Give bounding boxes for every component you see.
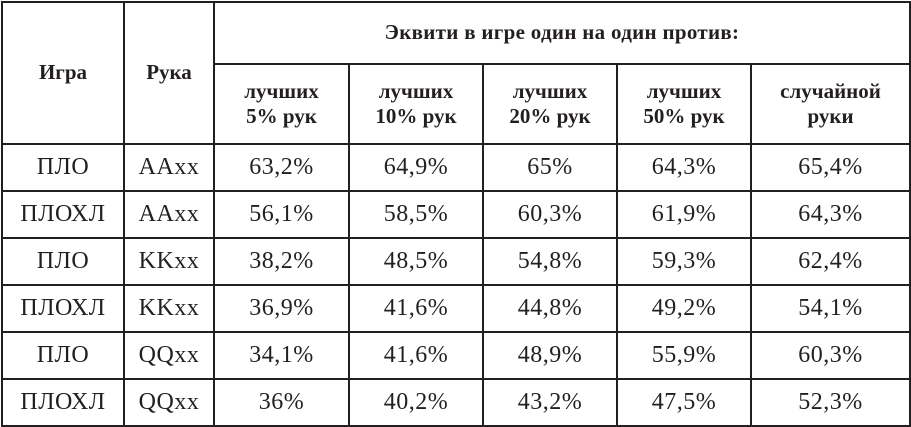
table-row: ПЛО AAxx 63,2% 64,9% 65% 64,3% 65,4%	[1, 143, 911, 192]
cell-equity-top20: 54,8%	[482, 237, 618, 286]
cell-equity-top20: 60,3%	[482, 190, 618, 239]
header-col-random: случайной руки	[749, 63, 911, 145]
cell-equity-top5: 36%	[213, 378, 350, 427]
header-game: Игра	[1, 1, 125, 145]
header-col-top20-line2: 20% рук	[509, 104, 591, 128]
cell-equity-random: 62,4%	[749, 237, 911, 286]
cell-equity-top50: 47,5%	[616, 378, 752, 427]
cell-equity-top10: 40,2%	[348, 378, 484, 427]
cell-equity-top50: 61,9%	[616, 190, 752, 239]
header-col-top10: лучших 10% рук	[348, 63, 484, 145]
cell-game: ПЛОХЛ	[1, 190, 125, 239]
header-row-2: лучших 5% рук лучших 10% рук лучших 20% рук…	[2, 63, 911, 145]
cell-equity-top5: 36,9%	[213, 284, 350, 333]
cell-equity-top5: 38,2%	[213, 237, 350, 286]
cell-equity-top20: 44,8%	[482, 284, 618, 333]
cell-equity-random: 52,3%	[749, 378, 911, 427]
cell-equity-random: 60,3%	[749, 331, 911, 380]
header-hand: Рука	[123, 1, 215, 145]
cell-game: ПЛОХЛ	[1, 284, 125, 333]
header-col-top50-line2: 50% рук	[643, 104, 725, 128]
cell-equity-top50: 55,9%	[616, 331, 752, 380]
cell-hand: AAxx	[123, 143, 215, 192]
table-row: ПЛО KKxx 38,2% 48,5% 54,8% 59,3% 62,4%	[1, 237, 911, 286]
cell-game: ПЛО	[1, 331, 125, 380]
cell-equity-top10: 64,9%	[348, 143, 484, 192]
cell-game: ПЛО	[1, 143, 125, 192]
cell-equity-top10: 58,5%	[348, 190, 484, 239]
header-col-top10-line2: 10% рук	[375, 104, 457, 128]
cell-equity-top10: 48,5%	[348, 237, 484, 286]
cell-hand: QQxx	[123, 378, 215, 427]
header-col-top20: лучших 20% рук	[482, 63, 618, 145]
header-row-1: Игра Рука Эквити в игре один на один про…	[1, 1, 911, 145]
cell-equity-random: 65,4%	[749, 143, 911, 192]
cell-equity-top5: 63,2%	[213, 143, 350, 192]
header-col-top5-line2: 5% рук	[246, 104, 317, 128]
cell-equity-random: 64,3%	[749, 190, 911, 239]
table-row: ПЛОХЛ KKxx 36,9% 41,6% 44,8% 49,2% 54,1%	[1, 284, 911, 333]
cell-equity-top50: 49,2%	[616, 284, 752, 333]
cell-hand: QQxx	[123, 331, 215, 380]
header-col-top50-line1: лучших	[646, 78, 722, 103]
cell-hand: AAxx	[123, 190, 215, 239]
cell-equity-top5: 56,1%	[213, 190, 350, 239]
cell-equity-top50: 64,3%	[616, 143, 752, 192]
cell-equity-top20: 65%	[482, 143, 618, 192]
cell-game: ПЛОХЛ	[1, 378, 125, 427]
cell-equity-top10: 41,6%	[348, 331, 484, 380]
header-col-random-line2: руки	[807, 104, 854, 128]
table-row: ПЛОХЛ QQxx 36% 40,2% 43,2% 47,5% 52,3%	[1, 378, 911, 427]
cell-hand: KKxx	[123, 237, 215, 286]
header-col-top10-line1: лучших	[378, 78, 454, 103]
header-col-top20-line1: лучших	[512, 78, 588, 103]
cell-hand: KKxx	[123, 284, 215, 333]
cell-equity-top20: 43,2%	[482, 378, 618, 427]
header-equity-group: Эквити в игре один на один против:	[212, 1, 911, 65]
table-row: ПЛОХЛ AAxx 56,1% 58,5% 60,3% 61,9% 64,3%	[1, 190, 911, 239]
cell-equity-top10: 41,6%	[348, 284, 484, 333]
cell-equity-top20: 48,9%	[482, 331, 618, 380]
cell-equity-top50: 59,3%	[616, 237, 752, 286]
header-col-top50: лучших 50% рук	[616, 63, 752, 145]
table-row: ПЛО QQxx 34,1% 41,6% 48,9% 55,9% 60,3%	[1, 331, 911, 380]
cell-equity-random: 54,1%	[749, 284, 911, 333]
cell-game: ПЛО	[1, 237, 125, 286]
header-col-top5-line1: лучших	[244, 78, 319, 103]
header-col-top5: лучших 5% рук	[213, 63, 350, 145]
cell-equity-top5: 34,1%	[213, 331, 350, 380]
header-col-random-line1: случайной	[780, 78, 881, 103]
